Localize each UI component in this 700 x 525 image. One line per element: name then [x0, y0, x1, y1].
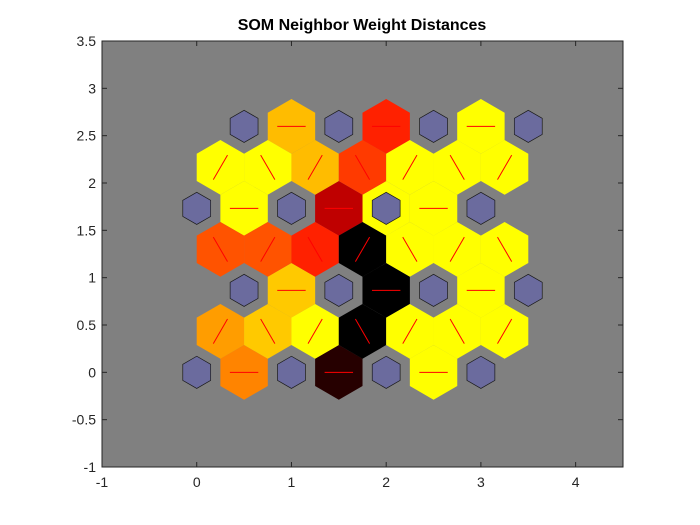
- y-tick-label: -0.5: [72, 412, 96, 428]
- y-tick-label: 1.5: [77, 222, 97, 238]
- chart-title: SOM Neighbor Weight Distances: [238, 17, 487, 34]
- neuron: [371, 355, 401, 389]
- link-line: [497, 318, 513, 344]
- y-tick-label: 3: [88, 80, 96, 96]
- x-axis: -1 0 1 2 3 4: [96, 41, 580, 490]
- link-line: [402, 318, 418, 344]
- link-line: [497, 154, 513, 180]
- neighbor-links: [196, 99, 529, 400]
- link-line: [402, 154, 418, 180]
- link-line: [307, 318, 323, 344]
- link-line: [307, 236, 323, 262]
- y-tick-label: 0: [88, 364, 96, 380]
- neuron: [324, 109, 354, 143]
- link-line: [307, 154, 323, 180]
- neuron: [419, 273, 448, 307]
- link-line: [402, 236, 418, 262]
- link-line: [449, 236, 465, 262]
- neurons: [182, 109, 543, 389]
- link-line: [449, 318, 465, 344]
- neuron: [419, 109, 448, 143]
- neuron: [513, 273, 543, 307]
- y-tick-label: 3.5: [77, 33, 97, 49]
- neuron: [182, 355, 212, 389]
- neuron: [466, 355, 496, 389]
- link-line: [212, 236, 228, 262]
- x-tick-label: -1: [96, 474, 109, 490]
- neuron: [277, 355, 306, 389]
- link-line: [449, 154, 465, 180]
- x-tick-label: 3: [477, 474, 485, 490]
- link-line: [354, 236, 371, 262]
- neuron: [324, 273, 354, 307]
- link-line: [354, 154, 371, 180]
- x-tick-label: 0: [193, 474, 201, 490]
- x-tick-label: 4: [572, 474, 580, 490]
- y-tick-label: 2.5: [77, 128, 97, 144]
- link-line: [260, 154, 276, 180]
- neuron: [466, 191, 496, 225]
- neuron: [182, 191, 212, 225]
- x-tick-label: 2: [382, 474, 390, 490]
- neuron: [513, 109, 543, 143]
- neuron: [229, 273, 259, 307]
- link-line: [497, 236, 513, 262]
- link-line: [260, 236, 276, 262]
- link-line: [212, 154, 228, 180]
- y-tick-label: 1: [88, 270, 96, 286]
- y-axis: -1 -0.5 0 0.5 1 1.5 2 2.5 3 3.5: [72, 33, 623, 475]
- neuron: [277, 191, 306, 225]
- link-line: [260, 318, 276, 344]
- neuron: [371, 191, 401, 225]
- y-tick-label: 2: [88, 175, 96, 191]
- x-tick-label: 1: [288, 474, 296, 490]
- axes-frame: [101, 40, 624, 468]
- y-tick-label: -1: [84, 459, 97, 475]
- link-line: [354, 318, 371, 344]
- neuron: [229, 109, 259, 143]
- y-tick-label: 0.5: [77, 317, 97, 333]
- link-line: [212, 318, 228, 344]
